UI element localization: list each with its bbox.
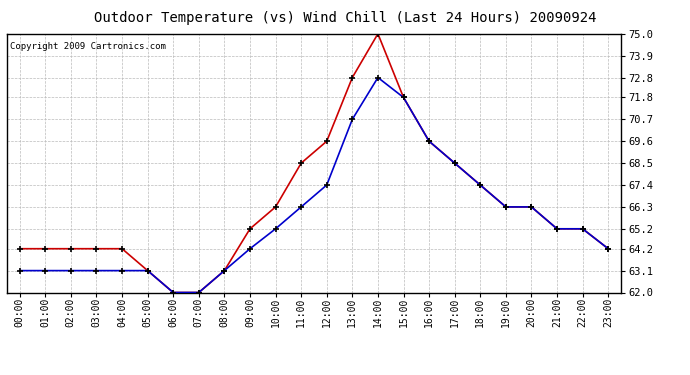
Text: Copyright 2009 Cartronics.com: Copyright 2009 Cartronics.com [10,42,166,51]
Text: Outdoor Temperature (vs) Wind Chill (Last 24 Hours) 20090924: Outdoor Temperature (vs) Wind Chill (Las… [94,11,596,25]
